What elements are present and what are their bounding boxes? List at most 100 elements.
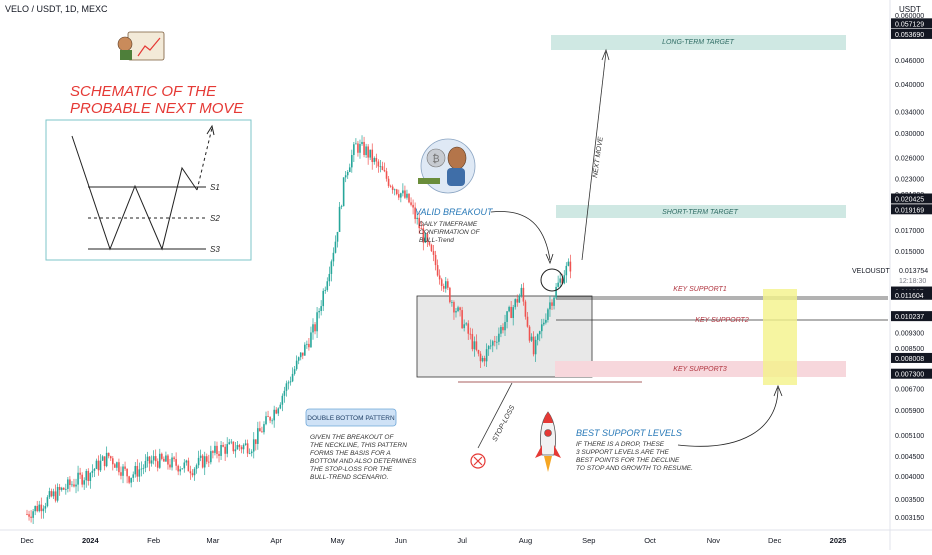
candle-body (385, 171, 388, 179)
candle-body (146, 456, 149, 461)
candle-body (242, 444, 245, 450)
candle-body (487, 346, 490, 350)
price-tick-label: 0.023000 (895, 176, 924, 183)
time-axis[interactable]: Dec 2024 Feb Mar Apr May Jun Jul Aug Sep Oct Nov Dec… (20, 536, 846, 545)
price-tick-label: 0.026000 (895, 155, 924, 162)
double-bottom-desc-4: BOTTOM AND ALSO DETERMINES (310, 458, 417, 465)
candle-body (371, 149, 374, 163)
candle-body (71, 484, 73, 486)
candle-body (154, 456, 157, 462)
candle-body (62, 487, 65, 490)
time-axis-label: Jul (457, 536, 467, 545)
price-badge (891, 18, 932, 29)
candle-body (540, 324, 543, 332)
price-tick-label: 0.015000 (895, 249, 924, 256)
candle-body (60, 487, 63, 490)
key-support1-label: KEY SUPPORT1 (673, 286, 727, 293)
best-support-desc-4: TO STOP AND GROWTH TO RESUME. (576, 465, 693, 472)
candle-body (77, 472, 79, 485)
time-axis-label: Jun (395, 536, 407, 545)
candle-body (177, 465, 179, 472)
candle-body (85, 470, 88, 481)
candle-body (244, 443, 247, 445)
candle-body (463, 324, 465, 329)
candle-body (236, 445, 239, 450)
candle-body (265, 416, 267, 425)
price-tick-label: 0.005900 (895, 408, 924, 415)
schematic-title-1: SCHEMATIC OF THE (70, 83, 217, 100)
candle-body (216, 445, 218, 454)
price-badge-label: 0.011604 (895, 293, 924, 300)
price-badge (891, 289, 932, 300)
candle-body (512, 307, 514, 318)
price-badge (891, 28, 932, 39)
price-badge (891, 193, 932, 204)
candle-body (240, 447, 243, 450)
candle-body (152, 456, 155, 461)
candle-body (130, 477, 132, 483)
price-badge-label: 0.019169 (895, 207, 924, 214)
candle-body (455, 311, 457, 313)
candle-body (328, 273, 331, 282)
candle-body (67, 479, 69, 489)
price-tick-label: 0.046000 (895, 58, 924, 65)
candle-body (408, 193, 410, 203)
candle-body (406, 193, 408, 198)
candle-body (283, 390, 286, 396)
candle-body (387, 178, 390, 186)
candle-body (514, 299, 517, 308)
schematic-s3-label: S3 (210, 245, 220, 254)
next-move-arrowhead (601, 48, 610, 61)
candle-body (528, 326, 531, 341)
candle-body (524, 301, 527, 317)
candle-body (42, 508, 45, 512)
candle-body (26, 514, 28, 515)
candle-body (340, 206, 343, 207)
currency-label: USDT (899, 5, 921, 14)
rocket-icon (535, 411, 561, 472)
candle-body (402, 190, 404, 194)
time-axis-label: 2025 (830, 536, 847, 545)
candle-body (214, 445, 216, 453)
key-support2-label: KEY SUPPORT2 (695, 317, 749, 324)
candle-body (440, 279, 443, 287)
candle-body (320, 306, 322, 311)
candle-body (545, 319, 547, 323)
candle-body (250, 451, 253, 454)
candle-body (489, 345, 492, 347)
candle-body (136, 465, 139, 477)
candle-body (549, 302, 551, 310)
candle-body (79, 472, 81, 475)
candle-body (91, 470, 94, 473)
candle-body (379, 166, 382, 168)
candle-body (252, 439, 255, 452)
time-axis-label: Sep (582, 536, 595, 545)
candle-body (373, 157, 376, 163)
double-bottom-title: DOUBLE BOTTOM PATTERN (307, 415, 395, 422)
candle-body (132, 474, 135, 478)
candle-body (557, 282, 559, 287)
breakout-arrow (490, 211, 551, 261)
candle-body (442, 286, 445, 289)
time-axis-label: 2024 (82, 536, 100, 545)
candle-body (361, 141, 363, 145)
candle-body (275, 409, 278, 414)
candle-body (144, 460, 147, 468)
price-tick-label: 0.009300 (895, 330, 924, 337)
candle-body (369, 149, 371, 158)
price-badge (891, 204, 932, 215)
candle-body (381, 166, 384, 170)
candle-body (383, 169, 386, 172)
candle-body (494, 341, 496, 343)
candle-body (109, 456, 112, 459)
short-term-target-zone (556, 205, 846, 218)
candle-body (434, 254, 437, 266)
yellow-highlight-zone (763, 289, 797, 385)
time-axis-label: Dec (20, 536, 34, 545)
time-axis-label: Nov (707, 536, 721, 545)
breakout-circle (540, 268, 564, 292)
candle-body (447, 281, 449, 288)
time-axis-label: Aug (519, 536, 532, 545)
schematic-title-2: PROBABLE NEXT MOVE (70, 100, 244, 117)
